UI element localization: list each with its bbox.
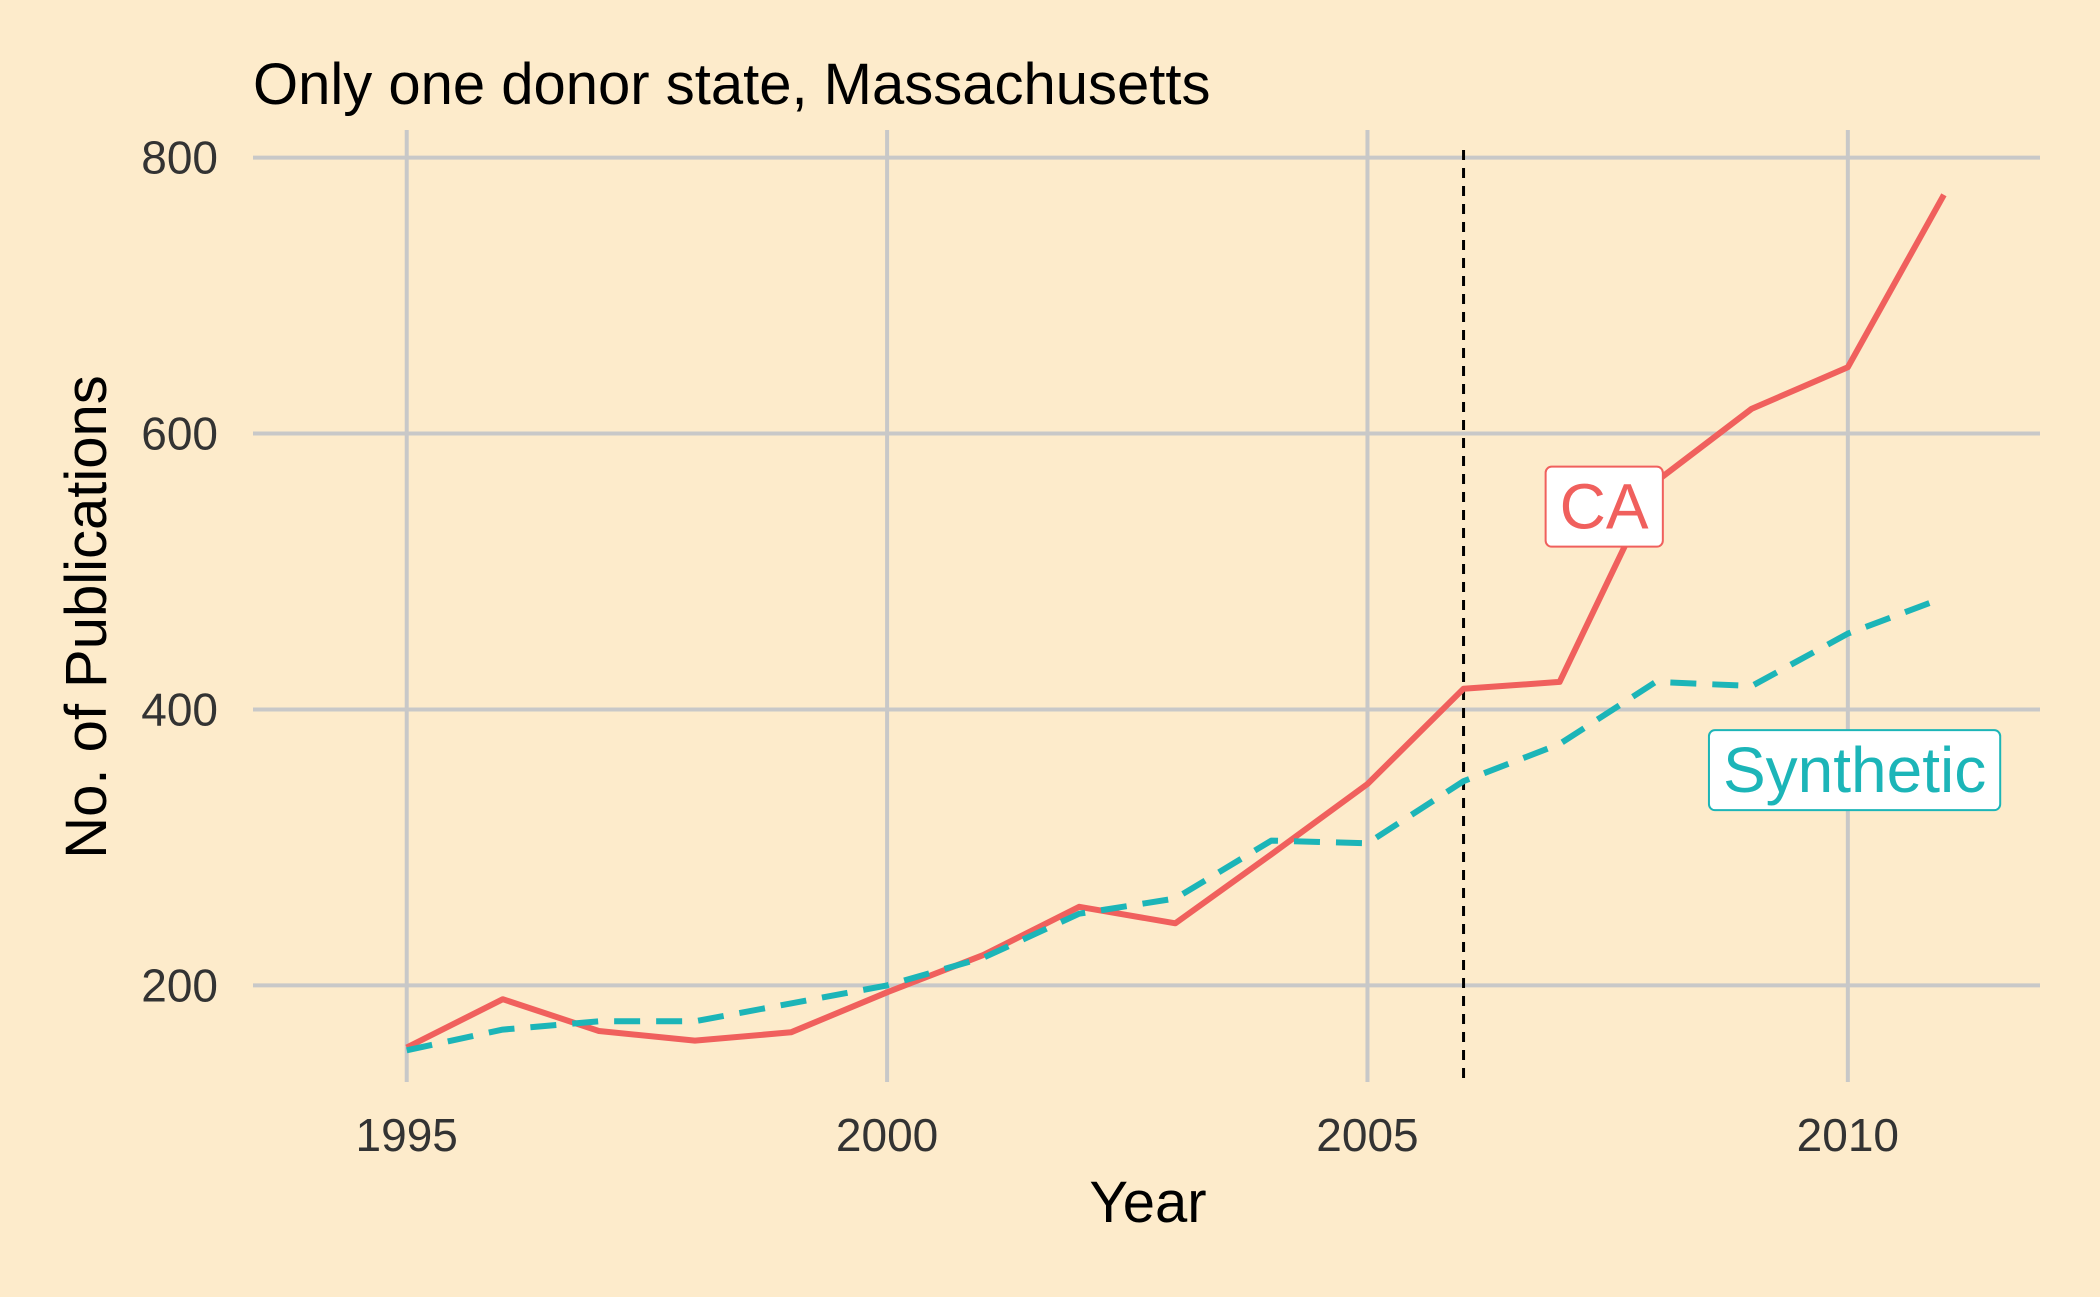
y-tick-label-200: 200 [141, 959, 218, 1011]
axis-ticks: 200 400 600 800 1995 2000 2005 2010 [141, 132, 1899, 1161]
series-label-text: CA [1560, 471, 1649, 543]
series-line-synthetic [406, 594, 1945, 1054]
grid-lines [253, 130, 2040, 1082]
series-label-text: Synthetic [1723, 734, 1986, 806]
series-label-box [1707, 729, 2002, 812]
series-lines [405, 193, 1947, 1054]
x-axis-label: Year [1089, 1170, 1206, 1235]
series-label-synthetic: Synthetic [1707, 729, 2002, 812]
series-label-ca: CA [1544, 465, 1664, 548]
y-axis-label: No. of Publications [54, 375, 119, 859]
series-label-box [1544, 465, 1664, 548]
x-tick-label-2000: 2000 [836, 1109, 938, 1161]
y-tick-label-800: 800 [141, 132, 218, 184]
x-tick-label-2005: 2005 [1316, 1109, 1418, 1161]
series-labels: CA Synthetic [1544, 465, 2002, 812]
x-tick-label-2010: 2010 [1797, 1109, 1899, 1161]
series-line-ca [405, 193, 1947, 1051]
chart-title: Only one donor state, Massachusetts [253, 52, 1211, 117]
y-tick-label-600: 600 [141, 408, 218, 460]
y-tick-label-400: 400 [141, 683, 218, 735]
x-tick-label-1995: 1995 [356, 1109, 458, 1161]
